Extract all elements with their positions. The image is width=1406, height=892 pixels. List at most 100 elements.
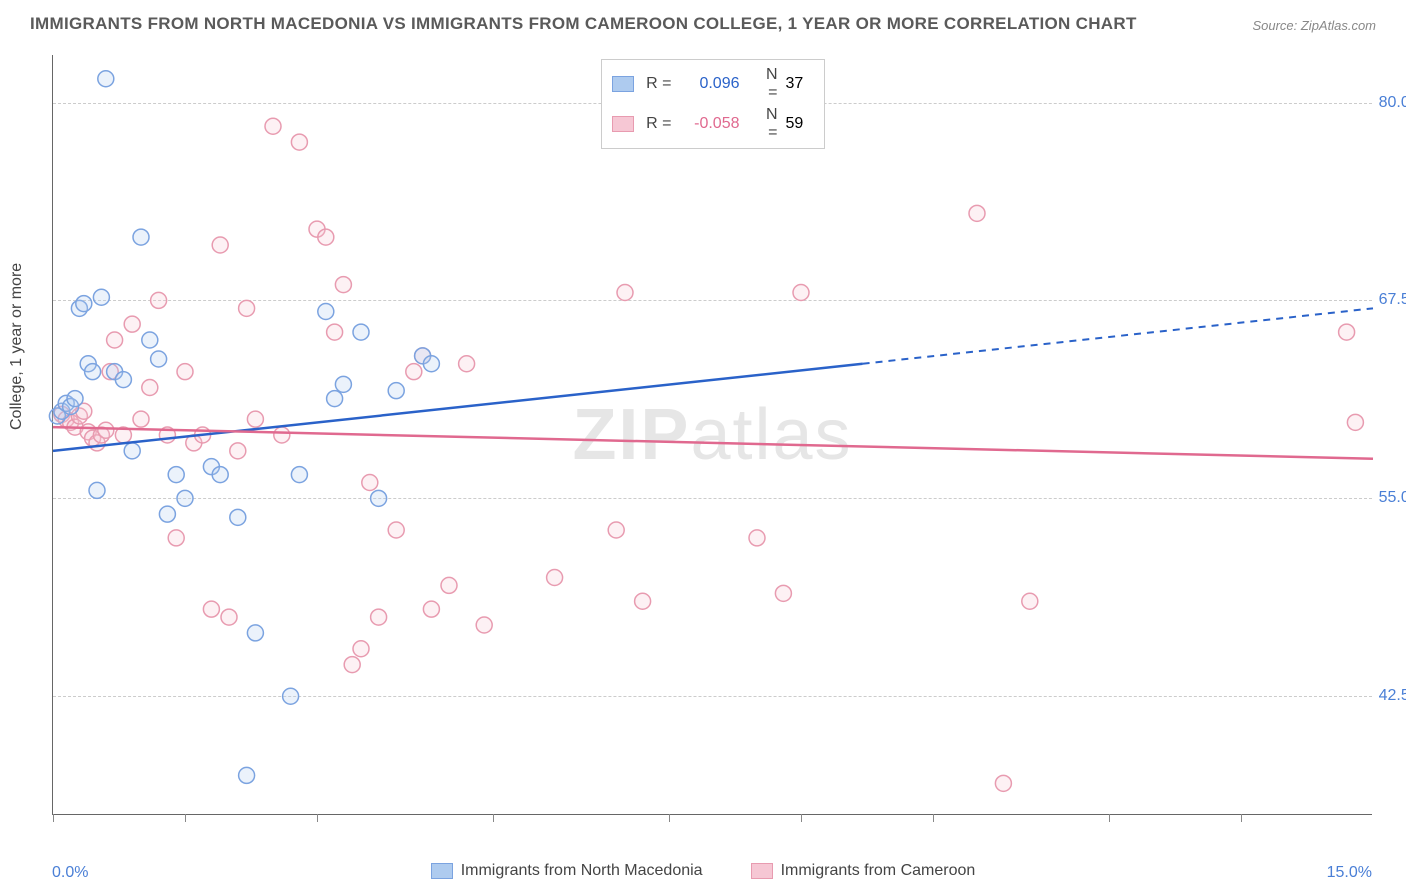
point-b [168,530,184,546]
point-b [221,609,237,625]
point-a [247,625,263,641]
point-b [371,609,387,625]
x-tick [1241,814,1242,822]
point-b [1347,414,1363,430]
n-value-a: 37 [786,75,814,93]
point-b [318,229,334,245]
point-b [1022,593,1038,609]
y-tick-label: 42.5% [1379,687,1406,705]
n-value-b: 59 [786,115,814,133]
y-tick-label: 55.0% [1379,489,1406,507]
series-legend: Immigrants from North Macedonia Immigran… [0,862,1406,880]
point-b [635,593,651,609]
point-a [327,391,343,407]
point-a [388,383,404,399]
x-tick [801,814,802,822]
point-a [98,71,114,87]
point-b [151,292,167,308]
point-b [265,118,281,134]
point-a [230,509,246,525]
point-b [327,324,343,340]
point-b [291,134,307,150]
swatch-b-icon [751,863,773,879]
x-tick [317,814,318,822]
legend-row-b: R = -0.058 N = 59 [612,104,814,144]
point-b [608,522,624,538]
legend-row-a: R = 0.096 N = 37 [612,64,814,104]
x-tick [53,814,54,822]
swatch-a [612,76,634,92]
point-a [283,688,299,704]
point-b [274,427,290,443]
point-a [133,229,149,245]
point-b [793,285,809,301]
point-b [177,364,193,380]
point-b [107,332,123,348]
point-b [969,205,985,221]
point-a [335,376,351,392]
point-b [547,570,563,586]
point-b [617,285,633,301]
point-b [423,601,439,617]
point-a [89,482,105,498]
x-tick [1109,814,1110,822]
point-b [239,300,255,316]
point-b [388,522,404,538]
swatch-b [612,116,634,132]
point-a [353,324,369,340]
scatter-svg [53,55,1372,814]
legend-item-b: Immigrants from Cameroon [751,862,976,880]
point-a [93,289,109,305]
y-tick-label: 67.5% [1379,291,1406,309]
point-a [423,356,439,372]
point-b [247,411,263,427]
point-b [124,316,140,332]
source-label: Source: ZipAtlas.com [1252,18,1376,33]
point-a [159,506,175,522]
point-b [142,380,158,396]
point-b [335,277,351,293]
point-a [124,443,140,459]
point-b [406,364,422,380]
point-b [133,411,149,427]
point-a [239,767,255,783]
x-tick [493,814,494,822]
correlation-legend: R = 0.096 N = 37 R = -0.058 N = 59 [601,59,825,149]
point-b [362,475,378,491]
point-b [98,422,114,438]
trend-b [53,427,1373,459]
point-a [177,490,193,506]
point-b [459,356,475,372]
point-a [371,490,387,506]
point-b [775,585,791,601]
legend-item-a: Immigrants from North Macedonia [431,862,703,880]
point-b [203,601,219,617]
point-b [441,577,457,593]
point-a [318,304,334,320]
point-a [142,332,158,348]
point-b [344,657,360,673]
point-a [76,296,92,312]
x-tick [933,814,934,822]
point-a [291,467,307,483]
swatch-a-icon [431,863,453,879]
point-b [212,237,228,253]
point-b [230,443,246,459]
point-a [212,467,228,483]
point-a [85,364,101,380]
y-tick-label: 80.0% [1379,94,1406,112]
point-b [353,641,369,657]
point-b [476,617,492,633]
r-value-a: 0.096 [680,75,740,93]
x-tick [669,814,670,822]
point-a [168,467,184,483]
point-b [995,775,1011,791]
point-a [115,372,131,388]
trend-a-dashed [863,308,1373,363]
plot-area: ZIPatlas R = 0.096 N = 37 R = -0.058 N =… [52,55,1372,815]
point-a [67,391,83,407]
y-axis-label: College, 1 year or more [8,263,26,430]
point-a [151,351,167,367]
chart-title: IMMIGRANTS FROM NORTH MACEDONIA VS IMMIG… [30,14,1137,34]
r-value-b: -0.058 [680,115,740,133]
